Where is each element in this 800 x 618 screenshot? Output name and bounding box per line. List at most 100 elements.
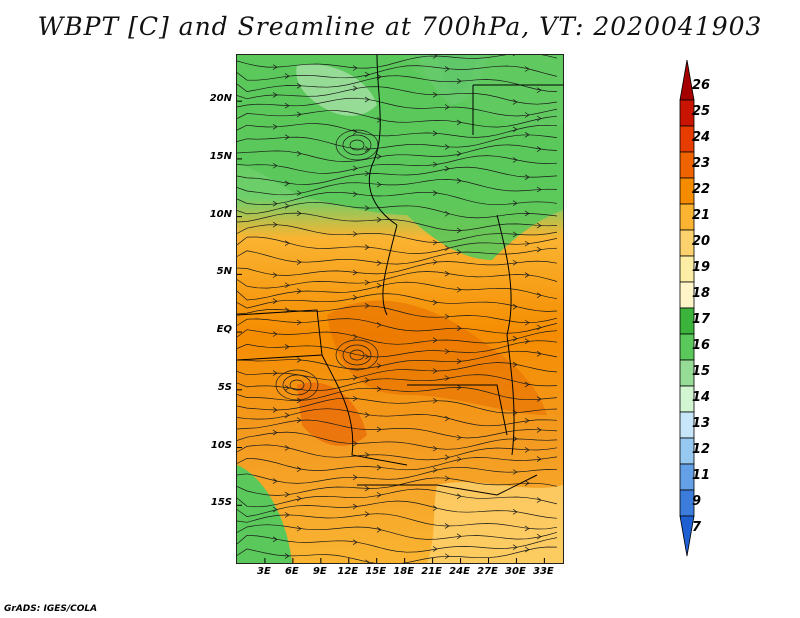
streamline	[237, 340, 558, 358]
streamline-arrow	[364, 170, 370, 177]
streamline-arrow	[444, 104, 450, 110]
streamline-arrow	[296, 319, 302, 326]
streamline-arrow	[444, 270, 450, 277]
streamline-arrow	[512, 303, 518, 310]
streamline-arrow	[512, 200, 518, 207]
streamline-vortex	[349, 139, 365, 151]
streamline-arrow	[432, 467, 438, 473]
colorbar-label: 20	[692, 234, 711, 249]
streamline	[237, 110, 558, 128]
streamline-arrow	[432, 55, 438, 59]
streamline-arrow	[456, 78, 462, 84]
streamline-vortex	[349, 349, 365, 361]
streamline	[237, 329, 558, 345]
streamline-arrow	[432, 337, 438, 343]
streamline-arrow	[432, 368, 438, 374]
colorbar-label: 16	[692, 338, 711, 353]
map-title: WBPT [C] and Sreamline at 700hPa, VT: 20…	[37, 12, 763, 41]
streamline-arrow	[364, 303, 370, 309]
streamline-arrow	[376, 426, 382, 433]
streamline-arrow	[456, 456, 462, 462]
colorbar-label: 9	[692, 494, 702, 509]
streamline	[237, 247, 558, 265]
streamline-arrow	[444, 375, 450, 381]
streamline-arrow	[364, 485, 370, 492]
streamline-arrow	[524, 272, 530, 278]
streamline-arrow	[364, 377, 370, 383]
streamline-arrow	[512, 544, 518, 551]
streamline-arrow	[376, 117, 382, 123]
streamline-arrow	[364, 353, 370, 360]
streamline-arrow	[524, 525, 530, 532]
streamline-arrow	[524, 381, 530, 388]
streamline	[237, 466, 558, 484]
lat-tick-label: 5N	[216, 266, 232, 278]
streamline-arrow	[272, 162, 278, 169]
streamline-arrow	[524, 112, 530, 118]
streamline	[237, 75, 558, 92]
lon-tick-label: 24E	[449, 566, 470, 577]
streamline	[237, 166, 558, 185]
streamline-arrow	[524, 447, 530, 453]
streamline-arrow	[456, 119, 462, 126]
colorbar-label: 11	[692, 468, 711, 483]
streamline-arrow	[284, 385, 290, 391]
streamline-arrow	[432, 505, 438, 511]
streamline-arrow	[364, 71, 370, 78]
streamline-arrow	[512, 55, 516, 57]
streamline-arrow	[512, 99, 518, 105]
streamline-arrow	[272, 429, 278, 436]
streamline-arrow	[352, 374, 358, 381]
streamline-arrow	[296, 210, 302, 217]
colorbar-label: 19	[692, 260, 711, 275]
streamline-arrow	[512, 259, 518, 266]
streamline-arrow	[432, 546, 438, 552]
map-canvas	[237, 55, 563, 563]
streamline-vortex	[289, 379, 305, 391]
streamline-arrow	[296, 259, 302, 265]
streamline	[237, 397, 558, 414]
streamline-arrow	[352, 269, 358, 276]
streamline-arrow	[364, 559, 370, 563]
streamline-arrow	[296, 397, 302, 404]
streamline	[237, 534, 558, 553]
streamline-arrow	[272, 92, 278, 98]
streamline-arrow	[272, 221, 278, 228]
lon-tick-label: 33E	[532, 566, 554, 577]
streamline-arrow	[272, 407, 278, 413]
streamline-arrow	[512, 231, 518, 238]
streamline-arrow	[376, 526, 382, 533]
streamline-arrow	[272, 200, 278, 207]
colorbar-label: 24	[692, 130, 711, 145]
streamline	[237, 55, 558, 69]
streamline-arrow	[524, 210, 530, 217]
streamline-vortex	[275, 369, 319, 401]
streamline-arrow	[272, 331, 278, 337]
streamline-arrow	[284, 240, 290, 246]
streamline-vortex	[342, 344, 372, 366]
streamline-arrow	[456, 384, 462, 391]
streamline-arrow	[444, 475, 450, 482]
colorbar-label: 21	[692, 208, 711, 223]
country-borders	[237, 55, 563, 496]
streamline-arrow	[352, 503, 358, 510]
streamline-vortex	[282, 374, 312, 396]
streamline-arrow	[432, 92, 438, 98]
lat-tick-label: 20N	[209, 93, 232, 105]
streamline-arrow	[364, 146, 370, 152]
streamline-arrow	[444, 553, 450, 560]
streamline-arrow	[444, 144, 450, 150]
streamline-arrow	[364, 452, 370, 458]
streamline-arrow	[444, 66, 450, 72]
streamline-arrow	[432, 397, 438, 404]
streamline-arrow	[376, 322, 382, 328]
streamline	[237, 374, 558, 392]
streamline-arrow	[524, 338, 530, 345]
streamline-arrow	[512, 335, 518, 342]
streamline-arrow	[444, 210, 450, 217]
streamline-arrow	[536, 533, 542, 540]
streamline-arrow	[296, 525, 302, 532]
streamline-arrow	[364, 511, 370, 517]
lon-tick-label: 30E	[505, 566, 526, 577]
streamline-arrow	[432, 239, 438, 246]
